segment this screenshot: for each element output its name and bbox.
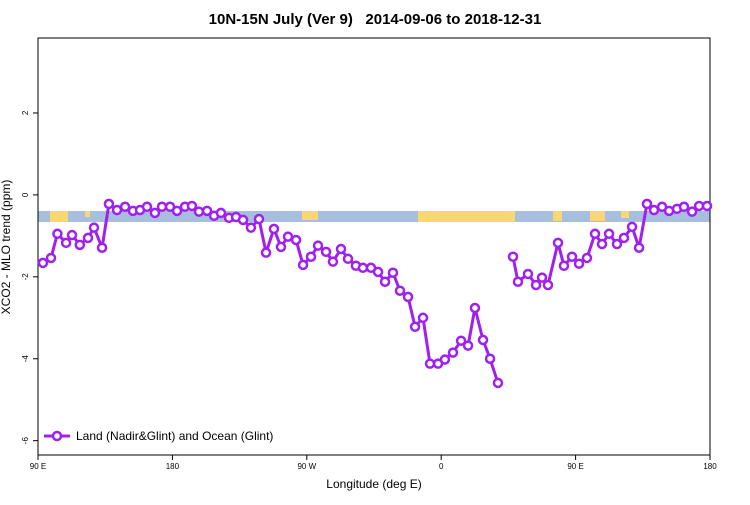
data-point [641,198,653,210]
data-point [74,239,86,251]
y-tick-label: 0 [21,192,30,197]
data-point [237,214,249,226]
data-point [335,243,347,255]
data-point [603,228,615,240]
data-point [37,257,49,269]
data-point [566,251,578,262]
data-point [633,242,645,253]
legend: Land (Nadir&Glint) and Ocean (Glint) [44,429,273,443]
map-strip [38,211,710,222]
data-point [119,201,131,213]
data-point [320,246,332,258]
data-point [88,222,100,233]
data-point [469,302,481,314]
data-point [589,228,601,240]
data-point [60,237,72,249]
plot-frame [37,37,711,456]
data-point [417,312,429,324]
data-point [342,253,354,265]
y-axis-label: XCO2 - MLO trend (ppm) [0,180,13,315]
x-axis-label: Longitude (deg E) [326,477,421,491]
data-point [492,377,504,389]
data-point [186,200,198,212]
data-point [201,205,213,217]
data-point [626,221,638,233]
data-point [387,267,399,278]
x-tick-label: 180 [166,462,180,471]
y-tick-label: 2 [21,110,30,115]
data-point [82,232,94,244]
data-point [357,262,369,274]
data-point [45,252,57,264]
data-point [193,206,205,217]
x-tick-label: 90 E [567,462,583,471]
data-point [141,201,153,213]
data-point [581,252,593,264]
data-point [111,204,123,216]
data-point [558,260,570,272]
data-point [103,198,115,210]
data-point [297,259,309,271]
data-point [149,207,161,219]
data-point [507,251,519,262]
data-point [409,321,421,333]
data-point [542,279,554,291]
data-point [282,231,294,242]
data-point [439,354,451,365]
data-point [552,237,564,249]
data-point [171,205,183,217]
x-tick-label: 90 E [30,462,46,471]
data-point [424,358,436,369]
data-point [447,347,459,358]
data-point [573,258,585,269]
data-point [327,256,339,267]
data-point [484,353,496,364]
data-point [260,247,272,258]
data-point [596,238,608,250]
data-point [536,272,548,283]
data-point [96,242,108,253]
y-tick-label: -2 [21,273,30,281]
data-point [462,340,474,351]
legend-label: Land (Nadir&Glint) and Ocean (Glint) [76,429,273,443]
x-tick-label: 0 [439,462,444,471]
data-point [372,266,384,278]
data-point [686,206,698,217]
legend-marker [51,430,63,442]
data-point [701,200,713,212]
data-point [379,276,391,287]
x-tick-label: 180 [703,462,717,471]
data-point [52,228,63,240]
y-tick-label: -4 [21,355,30,363]
data-point [611,238,623,250]
data-point [618,232,630,244]
data-point [290,234,302,246]
data-point [477,334,489,346]
data-point [648,204,660,216]
data-point [678,201,690,213]
data-point [522,268,534,280]
data-point [394,285,406,296]
data-point [275,241,287,253]
y-tick-label: -6 [21,437,30,445]
data-point [253,213,265,225]
data-point [245,222,257,233]
data-point [530,279,542,291]
data-point [215,207,227,219]
data-point [455,335,467,346]
data-point [512,276,524,287]
chart-title: 10N-15N July (Ver 9) 2014-09-06 to 2018-… [209,11,542,28]
x-tick-label: 90 W [297,462,316,471]
data-point [312,240,324,251]
data-point [402,291,414,303]
data-point [305,251,317,262]
data-point [268,223,280,235]
data-point [156,201,168,213]
data-point [66,229,78,241]
